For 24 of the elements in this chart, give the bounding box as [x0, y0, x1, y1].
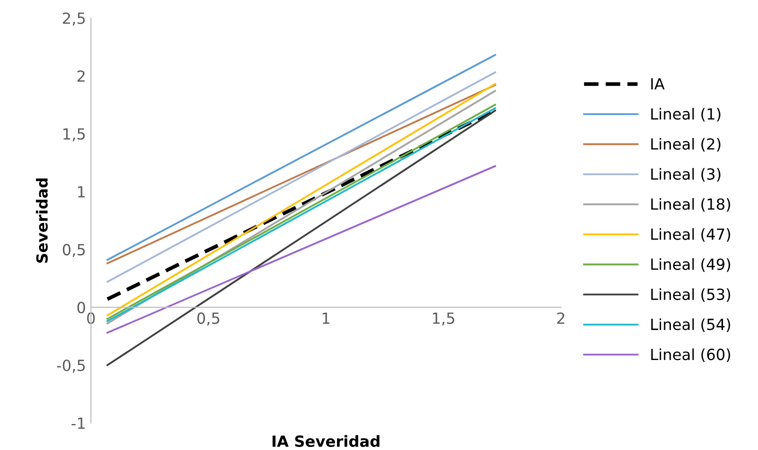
- y-tick-label: -0,5: [57, 360, 85, 373]
- y-tick-label: 2,5: [62, 12, 85, 26]
- y-tick-label: 1,5: [63, 128, 85, 142]
- legend-label: Lineal (54): [651, 318, 730, 332]
- legend-label: Lineal (1): [651, 108, 720, 122]
- legend-label: Lineal (2): [651, 138, 720, 152]
- legend-label: Lineal (47): [651, 228, 730, 242]
- y-tick-label: 0: [77, 302, 86, 314]
- x-tick-label: 1,5: [432, 312, 454, 326]
- x-tick-label: 2: [557, 312, 564, 324]
- legend-label: Lineal (3): [651, 168, 720, 182]
- y-tick-label: -1: [72, 418, 85, 429]
- x-tick-label: 1: [322, 312, 330, 324]
- legend-label: Lineal (49): [651, 258, 730, 272]
- y-tick-label: 1: [78, 186, 85, 198]
- legend-label: Lineal (60): [651, 348, 730, 362]
- x-tick-label: 0,5: [197, 312, 220, 326]
- legend-label: Lineal (53): [651, 288, 730, 302]
- legend-label: IA: [651, 78, 665, 90]
- y-tick-label: 2: [78, 70, 85, 82]
- y-axis-title: Severidad: [36, 178, 48, 263]
- y-tick-label: 0,5: [62, 244, 85, 258]
- x-axis-title: IA Severidad: [272, 435, 380, 447]
- legend-label: Lineal (18): [651, 198, 730, 212]
